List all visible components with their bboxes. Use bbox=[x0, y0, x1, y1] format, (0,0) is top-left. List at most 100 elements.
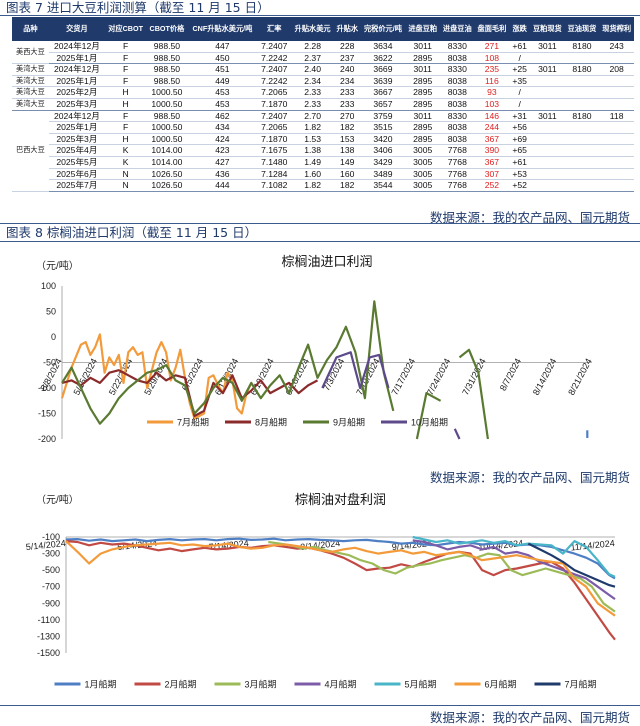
product-group: 美西大豆 2024年12月 F 988.50 447 7.2407 2.28 228 3634 3… bbox=[12, 41, 634, 65]
table-cell: 2024年12月 bbox=[48, 110, 105, 123]
table-cell: 8038 bbox=[440, 98, 475, 111]
series-line-5 bbox=[65, 540, 616, 617]
table-cell bbox=[564, 168, 600, 181]
table-cell: 3406 bbox=[360, 144, 406, 157]
table-cell: 2025年1月 bbox=[48, 75, 105, 88]
column-header: 汇率 bbox=[257, 17, 292, 41]
legend-label: 8月船期 bbox=[255, 417, 287, 428]
table-cell: 8330 bbox=[440, 110, 475, 123]
y-tick-label: -1100 bbox=[38, 615, 60, 625]
table-cell: 3622 bbox=[360, 52, 406, 65]
table-cell bbox=[564, 98, 600, 111]
table-cell: 444 bbox=[187, 179, 258, 192]
table-cell: 451 bbox=[187, 63, 258, 76]
table-cell: 390 bbox=[474, 144, 510, 157]
table-cell: 367 bbox=[474, 156, 510, 169]
y-tick-label: -1300 bbox=[37, 631, 60, 641]
table-cell: 2.34 bbox=[291, 75, 334, 88]
column-header: 进盘豆油 bbox=[440, 17, 475, 41]
table-cell: 367 bbox=[474, 133, 510, 146]
table-cell: 271 bbox=[474, 41, 510, 53]
table-cell: 3429 bbox=[360, 156, 406, 169]
table-cell: 3667 bbox=[360, 86, 406, 99]
table-cell: 2895 bbox=[405, 86, 440, 99]
table-cell bbox=[564, 121, 600, 134]
table-cell: 1.38 bbox=[291, 144, 334, 157]
table-cell bbox=[530, 156, 565, 169]
table-cell: 3544 bbox=[360, 179, 406, 192]
table-cell bbox=[530, 144, 565, 157]
table-heading: 图表 7 进口大豆利润测算（截至 11 月 15 日） bbox=[6, 0, 270, 15]
table-cell: 1.82 bbox=[291, 179, 334, 192]
table-cell: 252 bbox=[474, 179, 510, 192]
table-cell: 1000.50 bbox=[146, 98, 188, 111]
table-cell: 7.2407 bbox=[257, 63, 292, 76]
table-cell bbox=[599, 133, 634, 146]
legend-label: 5月船期 bbox=[405, 679, 437, 690]
product-cell: 美西大豆 bbox=[12, 41, 49, 65]
table-cell: / bbox=[509, 52, 531, 65]
table-cell: 7768 bbox=[440, 168, 475, 181]
table-cell: K bbox=[104, 156, 147, 169]
table-cell: 7.2407 bbox=[257, 110, 292, 123]
table-cell: +61 bbox=[509, 156, 531, 169]
column-header: 升贴水 bbox=[333, 17, 361, 41]
y-tick-label: -50 bbox=[43, 358, 56, 368]
table-cell: 2.33 bbox=[291, 86, 334, 99]
series-line-1 bbox=[65, 540, 616, 641]
table-cell: +61 bbox=[509, 41, 531, 53]
table-cell: N bbox=[104, 179, 147, 192]
table-cell bbox=[530, 98, 565, 111]
table-cell: 3634 bbox=[360, 41, 406, 53]
legend-label: 6月船期 bbox=[485, 679, 517, 690]
table-cell: 2895 bbox=[405, 75, 440, 88]
table-cell: F bbox=[104, 121, 147, 134]
table-cell: +25 bbox=[509, 63, 531, 76]
table-cell: 108 bbox=[474, 52, 510, 65]
chart9-source: 数据来源：我的农产品网、国元期货 bbox=[429, 710, 630, 725]
table-cell: 7768 bbox=[440, 156, 475, 169]
table-row: 2025年1月 F 1000.50 434 7.2065 1.82 182 3515 2895 8… bbox=[12, 121, 634, 134]
table-cell: 3011 bbox=[405, 63, 440, 76]
table-cell: 423 bbox=[187, 144, 258, 157]
table-cell: +31 bbox=[509, 110, 531, 123]
table-cell: 3657 bbox=[360, 98, 406, 111]
table-cell bbox=[564, 52, 600, 65]
y-axis-label: （元/吨） bbox=[36, 493, 79, 506]
table-cell: 208 bbox=[599, 63, 634, 76]
table-cell bbox=[530, 133, 565, 146]
table-cell: +65 bbox=[509, 144, 531, 157]
table-cell: H bbox=[104, 133, 147, 146]
table-cell: 988.50 bbox=[146, 41, 188, 53]
table-cell: 3639 bbox=[360, 75, 406, 88]
y-axis-label: （元/吨） bbox=[36, 259, 79, 272]
table-cell: 118 bbox=[599, 110, 634, 123]
product-group: 美湾大豆 2024年12月 F 988.50 451 7.2407 2.40 240 3669 3… bbox=[12, 63, 634, 111]
column-header: 现货榨利 bbox=[599, 17, 634, 41]
legend-label: 9月船期 bbox=[333, 417, 365, 428]
board-profit-chart: 棕榈油对盘利润 （元/吨） -100 -300 -500 -700 -900 -1100 -13… bbox=[25, 492, 616, 690]
table-cell bbox=[599, 168, 634, 181]
table-cell: 3005 bbox=[405, 179, 440, 192]
table-cell: 2.28 bbox=[291, 41, 334, 53]
table-cell: 7.2065 bbox=[257, 86, 292, 99]
y-tick-label: -500 bbox=[42, 565, 60, 575]
series-line-4 bbox=[412, 535, 616, 578]
table-cell: 436 bbox=[187, 168, 258, 181]
table-cell: 3005 bbox=[405, 156, 440, 169]
table-cell: 424 bbox=[187, 133, 258, 146]
table-cell bbox=[599, 98, 634, 111]
table-cell: 7.2407 bbox=[257, 41, 292, 53]
table-cell: F bbox=[104, 52, 147, 65]
table-heading-rule bbox=[0, 15, 640, 16]
table-cell bbox=[564, 179, 600, 192]
table-cell: 434 bbox=[187, 121, 258, 134]
table-cell: 2895 bbox=[405, 121, 440, 134]
table-cell: 244 bbox=[474, 121, 510, 134]
table-cell: 2025年5月 bbox=[48, 156, 105, 169]
table-cell: / bbox=[509, 98, 531, 111]
column-header: 进盘豆粕 bbox=[405, 17, 440, 41]
column-header: 盘面毛利 bbox=[474, 17, 510, 41]
column-header: 升贴水美元 bbox=[291, 17, 334, 41]
table-cell: 7768 bbox=[440, 179, 475, 192]
